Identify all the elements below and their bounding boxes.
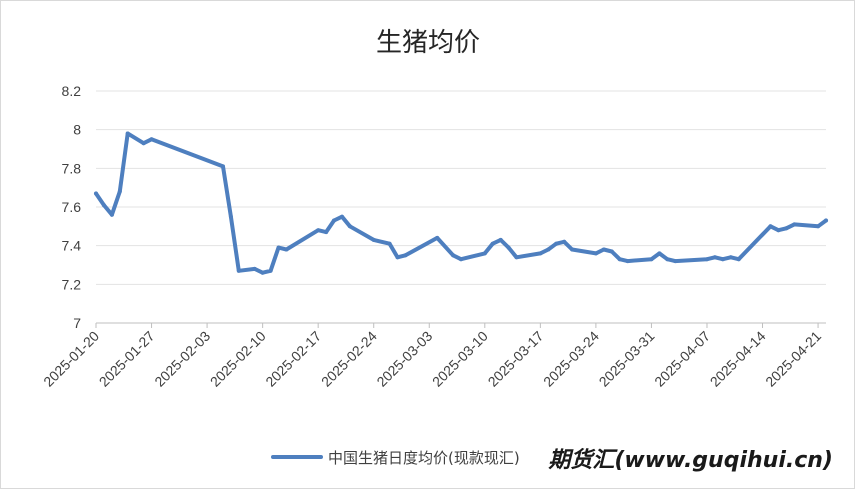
data-point [316,228,321,233]
data-point [792,222,797,227]
y-tick-label: 8.2 [62,83,82,99]
x-tick-labels: 2025-01-202025-01-272025-02-032025-02-10… [40,328,824,390]
watermark: 期货汇(www.guqihui.cn) [547,447,833,473]
data-point [673,259,678,264]
data-point [276,245,281,250]
x-tick-label: 2025-02-10 [207,328,269,390]
data-point [268,268,273,273]
x-tick-label: 2025-04-07 [651,328,713,390]
x-tick-label: 2025-03-10 [429,328,491,390]
y-tick-label: 7.6 [62,199,82,215]
legend-series-label: 中国生猪日度均价(现款现汇) [328,449,520,467]
data-point [101,203,106,208]
data-point [228,214,233,219]
x-tick-label: 2025-03-03 [373,328,435,390]
series-line [94,131,828,275]
data-point [712,255,717,260]
data-point [506,245,511,250]
data-point [117,189,122,194]
data-point [546,247,551,252]
data-point [625,259,630,264]
data-point [332,218,336,223]
data-point [109,212,114,217]
data-point [593,251,598,256]
data-point [728,255,733,260]
data-point [395,255,400,260]
data-point [387,241,392,246]
data-point [705,257,709,262]
grid-layer [95,90,826,328]
x-tick-label: 2025-03-17 [485,328,547,390]
data-point [601,247,606,252]
data-point [125,131,130,136]
legend: 中国生猪日度均价(现款现汇) [271,449,520,467]
y-tick-label: 7.4 [62,238,82,254]
data-point [498,237,503,242]
data-point [94,191,98,196]
y-tick-label: 7 [73,315,81,331]
data-point [562,239,567,244]
data-point [776,228,781,233]
data-point [324,230,329,235]
data-point [371,237,376,242]
data-point [768,224,773,229]
data-point [736,257,741,262]
data-point [260,270,265,275]
x-tick-label: 2025-03-31 [596,328,658,390]
data-point [538,251,543,256]
data-point [617,257,622,262]
data-point [609,249,614,254]
data-point [570,247,575,252]
data-point [149,137,154,142]
x-tick-label: 2025-04-21 [762,328,824,390]
data-point [459,257,463,262]
data-point [347,224,352,229]
data-point [490,241,495,246]
data-point [236,268,241,273]
data-point [554,241,559,246]
y-tick-label: 7.2 [62,276,82,292]
chart-title: 生猪均价 [376,28,480,58]
series-layer [94,131,828,275]
y-tick-labels: 7 7.2 7.4 7.6 7.8 8 8.2 [62,83,82,331]
y-tick-label: 7.8 [62,160,82,176]
x-tick-label: 2025-02-24 [318,328,380,390]
data-point [340,214,344,219]
x-tick-label: 2025-03-24 [540,328,602,390]
data-point [649,257,654,262]
data-point [665,257,670,262]
x-tick-label: 2025-01-27 [96,328,158,390]
data-point [141,141,146,146]
x-tick-label: 2025-01-20 [40,328,102,390]
data-point [720,257,725,262]
data-point [221,164,225,169]
y-tick-label: 8 [73,122,81,138]
x-tick-label: 2025-02-03 [151,328,213,390]
x-tick-label: 2025-04-14 [707,328,769,390]
data-point [451,253,456,258]
data-point [284,247,289,252]
data-point [482,251,487,256]
data-point [252,266,257,271]
data-point [784,226,789,231]
data-point [514,255,519,260]
data-point [435,235,440,240]
x-tick-label: 2025-02-17 [262,328,324,390]
data-point [403,253,408,258]
data-point [657,251,662,256]
data-point [816,224,821,229]
data-point [824,218,828,223]
